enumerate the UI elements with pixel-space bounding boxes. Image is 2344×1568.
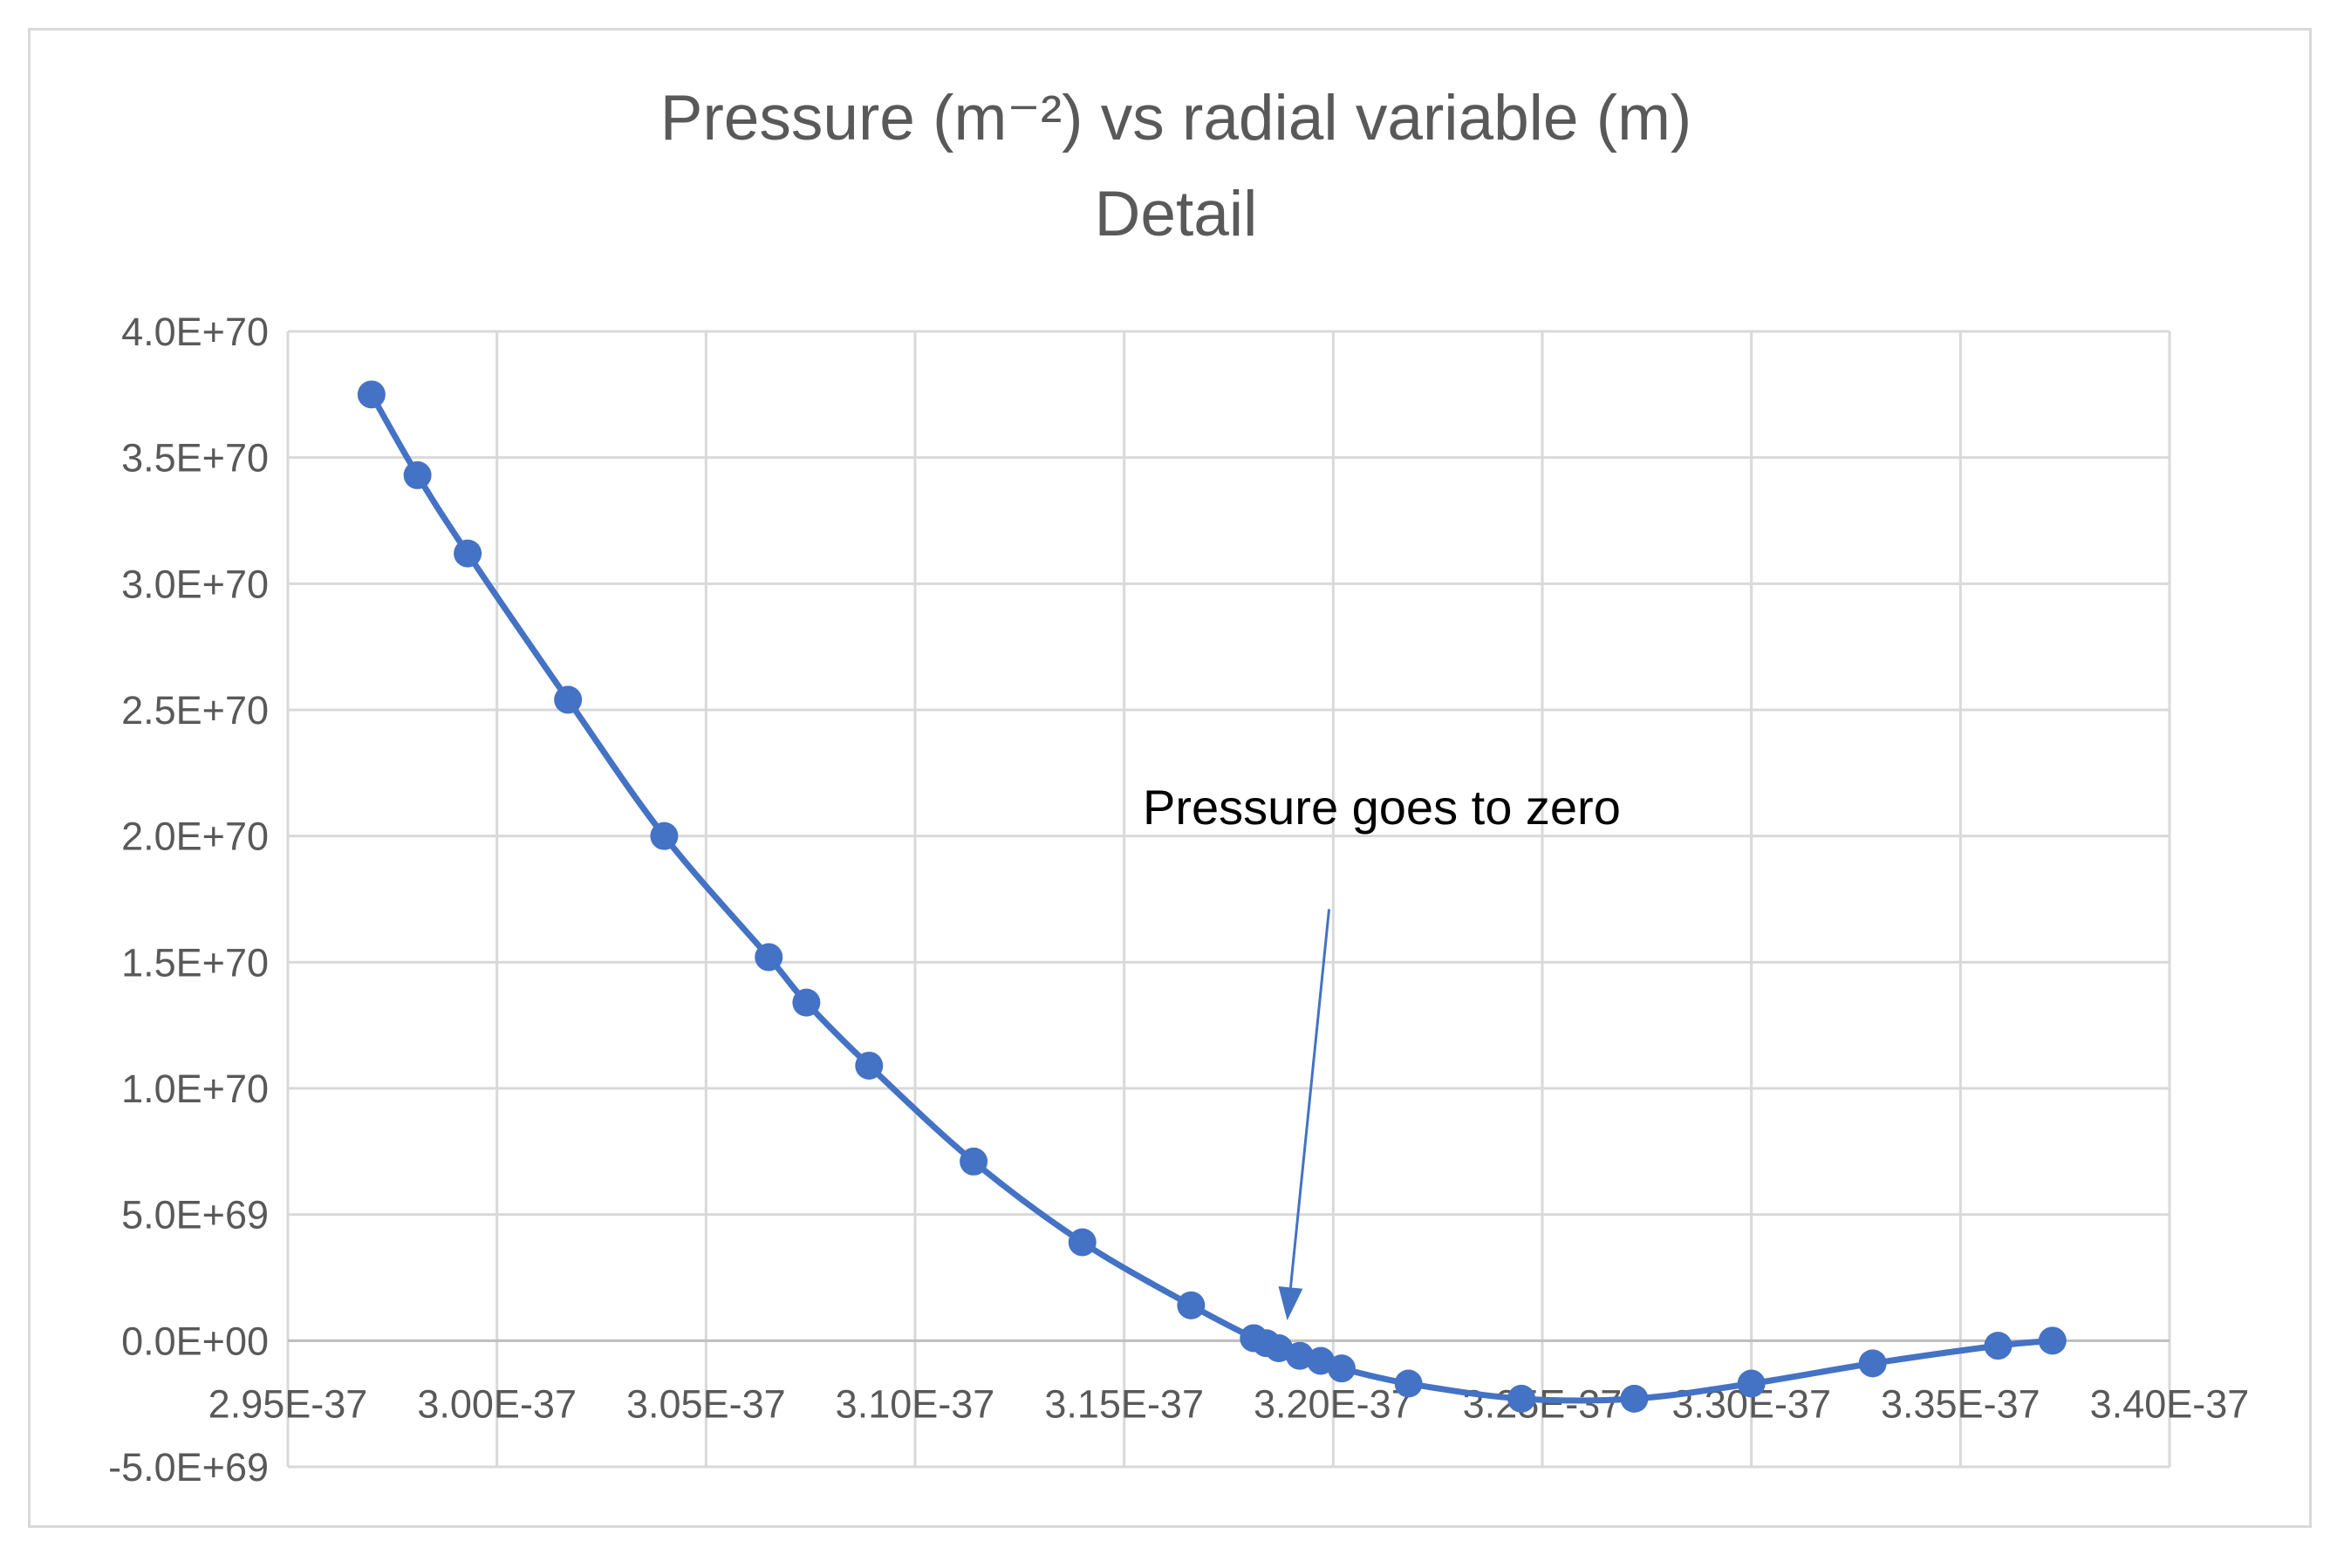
chart-title: Pressure (m⁻²) vs radial variable (m) bbox=[660, 83, 1691, 153]
data-point bbox=[1394, 1369, 1423, 1398]
pressure-series-points bbox=[357, 380, 2067, 1413]
data-point bbox=[1177, 1291, 1206, 1319]
data-point bbox=[1984, 1332, 2013, 1360]
data-point bbox=[1285, 1341, 1314, 1370]
y-tick-label: 3.5E+70 bbox=[121, 436, 269, 481]
data-point bbox=[454, 539, 482, 568]
y-tick-label: 4.0E+70 bbox=[121, 310, 269, 354]
x-tick-label: 3.20E-37 bbox=[1254, 1381, 1413, 1426]
chart-subtitle: Detail bbox=[1095, 179, 1258, 249]
data-point bbox=[650, 821, 679, 850]
data-point bbox=[403, 460, 432, 489]
y-tick-label: 1.0E+70 bbox=[121, 1067, 269, 1111]
data-point bbox=[855, 1051, 884, 1080]
x-tick-label: 3.05E-37 bbox=[626, 1381, 786, 1426]
annotation-label: Pressure goes to zero bbox=[1143, 780, 1621, 835]
x-tick-label: 3.15E-37 bbox=[1044, 1381, 1204, 1426]
annotation-arrow-head bbox=[1278, 1285, 1303, 1321]
data-point bbox=[755, 943, 783, 971]
annotation: Pressure goes to zero bbox=[1143, 780, 1621, 1321]
data-point bbox=[1620, 1384, 1649, 1413]
x-tick-label: 3.40E-37 bbox=[2090, 1381, 2250, 1426]
annotation-arrow bbox=[1288, 909, 1331, 1288]
gridlines bbox=[286, 330, 2171, 1469]
y-tick-label: -5.0E+69 bbox=[108, 1445, 269, 1490]
data-point bbox=[1068, 1228, 1097, 1257]
x-axis-tick-labels: 2.95E-37 3.00E-37 3.05E-37 3.10E-37 3.15E-37… bbox=[208, 1381, 2250, 1426]
y-tick-label: 2.0E+70 bbox=[121, 815, 269, 859]
x-tick-label: 3.35E-37 bbox=[1881, 1381, 2040, 1426]
x-tick-label: 3.00E-37 bbox=[417, 1381, 577, 1426]
data-point bbox=[2038, 1326, 2067, 1355]
y-tick-label: 5.0E+69 bbox=[121, 1193, 269, 1237]
data-point bbox=[1327, 1354, 1356, 1383]
y-tick-label: 3.0E+70 bbox=[121, 562, 269, 606]
data-point bbox=[960, 1147, 988, 1176]
data-point bbox=[1858, 1349, 1887, 1378]
x-tick-label: 3.10E-37 bbox=[836, 1381, 995, 1426]
pressure-series-line bbox=[368, 391, 2056, 1404]
data-point bbox=[792, 988, 821, 1017]
y-tick-label: 1.5E+70 bbox=[121, 940, 269, 985]
y-axis-tick-labels: -5.0E+69 0.0E+00 5.0E+69 1.0E+70 1.5E+70 2.0E… bbox=[108, 310, 269, 1490]
data-point bbox=[357, 380, 386, 409]
y-tick-label: 0.0E+00 bbox=[121, 1319, 269, 1363]
x-tick-label: 3.25E-37 bbox=[1463, 1381, 1623, 1426]
data-point bbox=[554, 685, 583, 714]
x-tick-label: 2.95E-37 bbox=[208, 1381, 368, 1426]
y-tick-label: 2.5E+70 bbox=[121, 688, 269, 733]
data-point bbox=[1507, 1384, 1536, 1413]
chart-area-border bbox=[28, 28, 2312, 1528]
data-point bbox=[1737, 1369, 1766, 1398]
